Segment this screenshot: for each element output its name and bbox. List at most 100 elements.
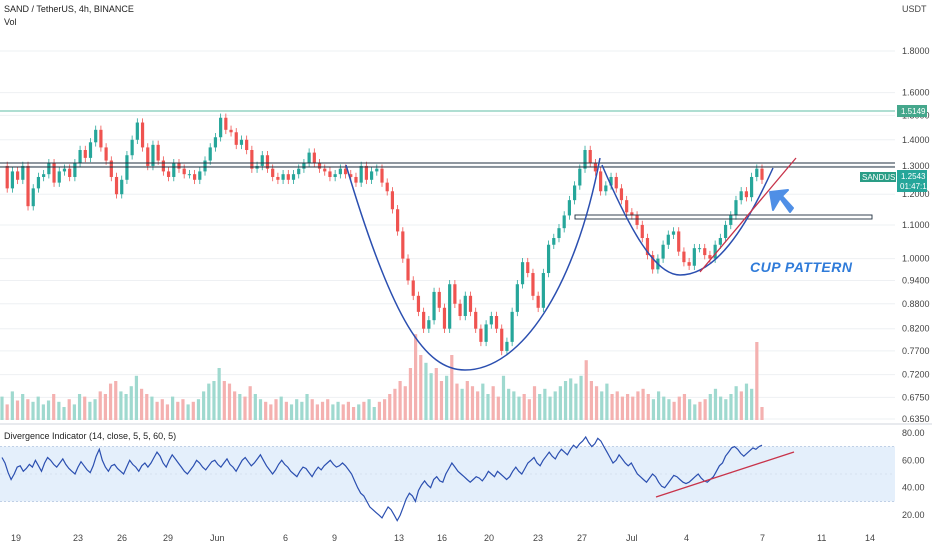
candle-body <box>229 129 233 133</box>
resistance-price-text: 1.5149 <box>901 107 926 116</box>
volume-bar <box>93 399 97 420</box>
candle-body <box>177 163 181 169</box>
price-axis: 1.80001.60001.50001.40001.30001.20001.10… <box>902 46 930 424</box>
volume-bar <box>103 394 108 420</box>
symbol-title: SAND / TetherUS, 4h, BINANCE <box>4 4 134 14</box>
candle-body <box>281 174 285 180</box>
volume-bar <box>460 388 464 420</box>
candle-body <box>411 280 415 296</box>
candle-body <box>645 238 650 256</box>
volume-bar <box>439 381 444 420</box>
volume-bar <box>165 404 170 420</box>
candle-body <box>687 262 691 266</box>
volume-bar <box>445 375 449 420</box>
cup-curve-handle <box>601 164 774 276</box>
volume-bar <box>455 383 459 420</box>
volume-bar <box>186 404 190 420</box>
candle-body <box>677 231 681 252</box>
volume-bar <box>563 381 568 420</box>
volume-bar <box>760 407 764 420</box>
candle-body <box>114 176 119 195</box>
indicator-tick-label: 40.00 <box>902 483 925 493</box>
volume-bar <box>667 399 671 420</box>
volume-bar <box>253 394 257 420</box>
price-tick-label: 0.7200 <box>902 370 930 380</box>
candle-body <box>297 168 301 175</box>
volume-bar <box>708 394 712 420</box>
volume-bar <box>326 399 330 420</box>
volume-bar <box>124 394 128 420</box>
cup-pattern-label: CUP PATTERN <box>750 259 853 275</box>
grid-lines <box>0 50 895 420</box>
time-axis: 19 23 26 29 Jun 6 9 13 16 20 23 27 Jul 4 7 11 14 <box>11 533 875 543</box>
volume-bar <box>481 383 485 420</box>
candle-body <box>520 262 525 285</box>
price-tick-label: 1.2000 <box>902 189 930 199</box>
volume-bar <box>134 375 139 420</box>
volume-bar <box>682 394 687 420</box>
volume-bar <box>641 388 645 420</box>
volume-bar <box>212 381 216 420</box>
candle-body <box>219 117 223 138</box>
volume-bar <box>357 404 361 420</box>
volume-bar <box>274 399 278 420</box>
candle-body <box>224 117 228 130</box>
volume-bar <box>569 378 573 420</box>
candle-body <box>130 139 134 156</box>
candle-body <box>354 176 358 183</box>
candle-body <box>396 209 400 232</box>
volume-bar <box>88 401 92 420</box>
indicator-axis: 80.00 60.00 40.00 20.00 <box>902 428 925 520</box>
volume-bar <box>532 386 537 420</box>
candle-body <box>614 176 618 189</box>
volume-bar <box>15 400 20 420</box>
volume-bar <box>367 399 371 420</box>
volume-bar <box>636 391 640 420</box>
volume-bar <box>108 383 113 420</box>
candle-body <box>307 152 311 164</box>
candle-body <box>52 163 56 183</box>
volume-bar <box>522 394 526 420</box>
currency-label: USDT <box>902 4 927 14</box>
candle-body <box>5 165 9 189</box>
volume-bar <box>351 407 356 420</box>
volume-bar <box>222 381 226 420</box>
volume-bar <box>46 400 51 420</box>
candle-body <box>573 185 577 201</box>
volume-bar <box>5 404 9 420</box>
candle-body <box>619 188 624 201</box>
handle-support-box <box>574 214 873 220</box>
candle-body <box>625 200 629 213</box>
volume-bar <box>207 383 211 420</box>
price-tick-label: 0.7700 <box>902 346 930 356</box>
candle-body <box>99 129 103 148</box>
time-tick-label: 11 <box>817 533 826 543</box>
time-tick-label: 9 <box>332 533 337 543</box>
volume-bar <box>693 404 697 420</box>
volume-bar <box>269 404 273 420</box>
candle-body <box>729 215 733 225</box>
candle-body <box>442 307 447 329</box>
candle-body <box>515 284 519 312</box>
volume-bar <box>713 388 718 420</box>
candle-body <box>630 212 634 216</box>
candle-body <box>120 179 124 195</box>
candle-body <box>651 255 655 270</box>
cup-curve-large <box>345 157 601 371</box>
volume-bar <box>501 375 506 420</box>
candle-body <box>36 176 41 189</box>
price-tick-label: 0.8800 <box>902 299 930 309</box>
candle-body <box>494 316 499 329</box>
candle-body <box>703 248 707 256</box>
candle-body <box>213 137 218 148</box>
candle-body <box>140 122 145 148</box>
candle-body <box>599 171 603 192</box>
volume-bar <box>289 404 294 420</box>
volume-bar <box>672 401 676 420</box>
volume-bar <box>98 391 102 420</box>
volume-bar <box>584 360 588 420</box>
volume-bar <box>77 394 82 420</box>
volume-bar <box>41 404 45 420</box>
